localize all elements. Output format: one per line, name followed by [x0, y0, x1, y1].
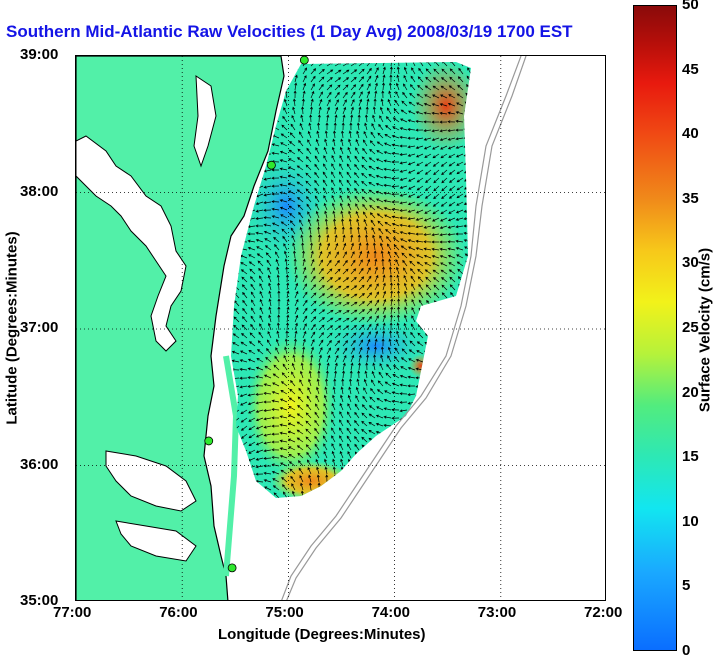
colorbar	[633, 5, 677, 651]
velocity-field	[231, 62, 471, 498]
map-area[interactable]	[75, 55, 606, 601]
y-tick: 36:00	[20, 455, 59, 473]
colorbar-tick: 45	[682, 60, 699, 78]
station-markers	[204, 56, 309, 573]
map-svg	[76, 56, 605, 600]
x-tick: 73:00	[477, 604, 517, 621]
colorbar-tick: 25	[682, 319, 699, 336]
y-tick: 35:00	[20, 592, 59, 609]
colorbar-tick: 40	[682, 125, 699, 143]
colorbar-tick: 0	[682, 642, 691, 659]
station-marker	[299, 56, 309, 65]
x-tick: 76:00	[159, 604, 198, 621]
colorbar-tick: 15	[682, 448, 699, 466]
colorbar-tick: 50	[682, 0, 699, 13]
colorbar-label: Surface Velocity (cm/s)	[696, 247, 714, 413]
colorbar-tick: 5	[682, 577, 691, 595]
colorbar-tick: 30	[682, 254, 699, 272]
land-mass	[76, 56, 285, 600]
colorbar-tick: 10	[682, 512, 699, 530]
y-tick: 39:00	[20, 46, 59, 63]
y-axis-label: Latitude (Degrees:Minutes)	[3, 231, 21, 425]
x-tick: 72:00	[584, 604, 623, 621]
colorbar-tick: 20	[682, 383, 699, 401]
x-tick: 77:00	[53, 604, 92, 621]
y-tick: 38:00	[20, 182, 59, 200]
station-marker	[204, 436, 214, 446]
grid	[76, 56, 605, 600]
chart-title: Southern Mid-Atlantic Raw Velocities (1 …	[6, 22, 573, 41]
x-tick: 75:00	[265, 604, 304, 621]
station-marker	[267, 160, 276, 170]
x-axis-label: Longitude (Degrees:Minutes)	[218, 626, 426, 643]
colorbar-tick: 35	[682, 189, 699, 207]
x-tick: 74:00	[371, 604, 410, 621]
bathymetry-contours	[281, 56, 527, 600]
station-marker	[227, 563, 237, 573]
y-tick: 37:00	[20, 319, 59, 336]
